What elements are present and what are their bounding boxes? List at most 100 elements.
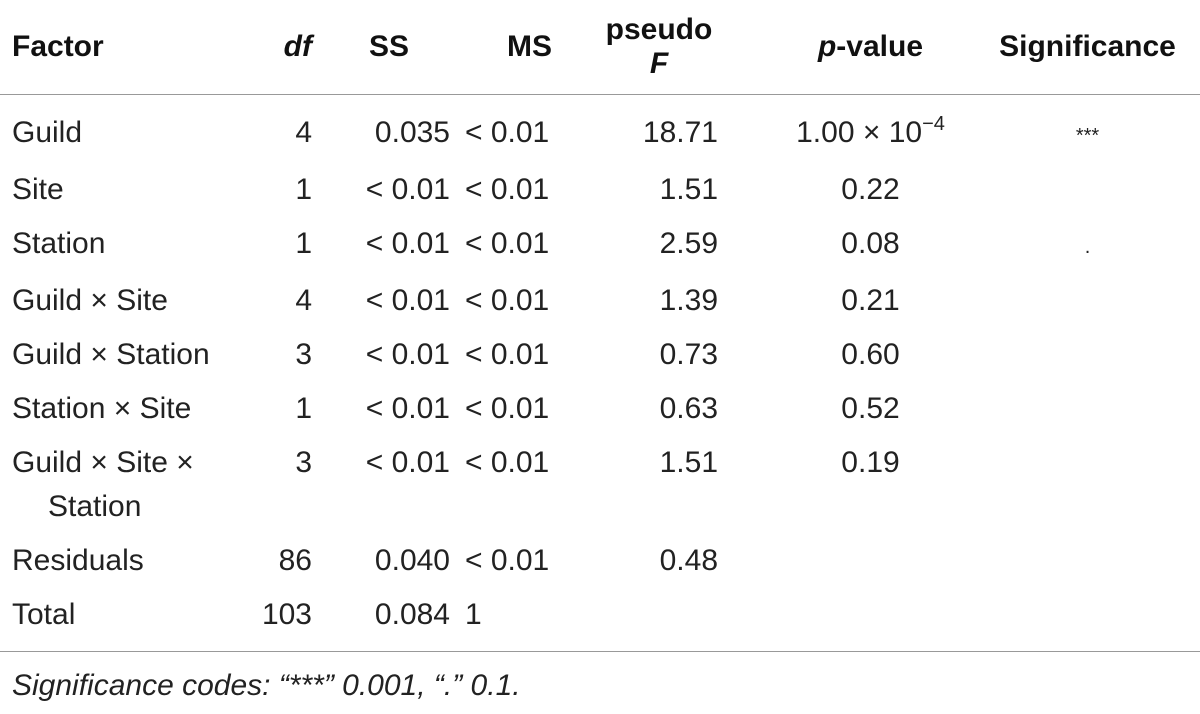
cell-text: < 0.01 — [465, 338, 550, 371]
cell-text: 1.51 — [659, 446, 718, 479]
table-cell: 1.51 — [600, 436, 730, 534]
table-cell: Site — [0, 163, 245, 217]
header-text: -value — [836, 30, 924, 63]
table-cell: 1 — [458, 588, 600, 652]
table-cell: Guild × Site × Station — [0, 436, 245, 534]
cell-text: 0.48 — [659, 544, 718, 577]
header-cell: Significance — [975, 0, 1200, 95]
cell-text: < 0.01 — [465, 446, 550, 479]
header-text: MS — [507, 30, 552, 63]
cell-text: Guild × Site — [12, 284, 168, 317]
cell-text: < 0.01 — [365, 227, 450, 260]
cell-text: < 0.01 — [365, 338, 450, 371]
table-cell — [975, 274, 1200, 328]
table-cell: Station — [0, 217, 245, 274]
table-cell: < 0.01 — [458, 95, 600, 164]
table-cell — [730, 588, 975, 652]
table-cell: 3 — [245, 328, 320, 382]
table-cell: < 0.01 — [320, 163, 458, 217]
header-cell: df — [245, 0, 320, 95]
cell-text: Total — [12, 598, 76, 631]
table-cell: . — [975, 217, 1200, 274]
cell-text: < 0.01 — [465, 227, 550, 260]
table-row: Station × Site 1 < 0.01 < 0.01 0.63 0.52 — [0, 382, 1200, 436]
cell-text: Guild — [12, 116, 83, 149]
cell-text: < 0.01 — [465, 116, 550, 149]
header-cell: MS — [458, 0, 600, 95]
cell-text: < 0.01 — [465, 392, 550, 425]
table-row: Site 1 < 0.01 < 0.01 1.51 0.22 — [0, 163, 1200, 217]
cell-text: 3 — [295, 446, 312, 479]
table-cell: Station × Site — [0, 382, 245, 436]
table-cell: < 0.01 — [458, 436, 600, 534]
cell-text: 1 — [295, 227, 312, 260]
cell-text: < 0.01 — [365, 392, 450, 425]
table-cell: 0.52 — [730, 382, 975, 436]
cell-text: Guild × Station — [12, 338, 210, 371]
table-row: Residuals 86 0.040 < 0.01 0.48 — [0, 534, 1200, 588]
table-cell: 0.035 — [320, 95, 458, 164]
table-cell: 0.19 — [730, 436, 975, 534]
cell-text: 1 — [295, 392, 312, 425]
table-cell: < 0.01 — [458, 163, 600, 217]
table-cell: < 0.01 — [458, 534, 600, 588]
header-text: SS — [368, 30, 410, 63]
cell-text: < 0.01 — [465, 284, 550, 317]
cell-text: . — [1084, 236, 1091, 258]
table-cell: 1 — [245, 217, 320, 274]
header-text: p — [817, 30, 837, 63]
table-row: Guild × Site 4 < 0.01 < 0.01 1.39 0.21 — [0, 274, 1200, 328]
table-cell: < 0.01 — [458, 217, 600, 274]
header-cell: Factor — [0, 0, 245, 95]
cell-text: 0.08 — [841, 227, 900, 260]
table-cell — [730, 534, 975, 588]
table-cell — [975, 588, 1200, 652]
table-cell: 0.73 — [600, 328, 730, 382]
table-cell: 0.21 — [730, 274, 975, 328]
table-cell: < 0.01 — [458, 274, 600, 328]
table-row: Guild 4 0.035 < 0.01 18.71 1.00 × 10−4 *** — [0, 95, 1200, 164]
header-text: Significance — [999, 30, 1176, 63]
table-cell: Guild × Site — [0, 274, 245, 328]
table-cell: 4 — [245, 274, 320, 328]
table-cell: < 0.01 — [320, 328, 458, 382]
header-cell: p-value — [730, 0, 975, 95]
table-cell: 0.22 — [730, 163, 975, 217]
cell-text: < 0.01 — [365, 446, 450, 479]
cell-text: 1 — [465, 598, 482, 631]
table-cell: 103 — [245, 588, 320, 652]
table-cell: < 0.01 — [320, 217, 458, 274]
cell-text: 1.39 — [659, 284, 718, 317]
cell-text: 0.73 — [659, 338, 718, 371]
table-cell: 86 — [245, 534, 320, 588]
cell-text: 4 — [295, 284, 312, 317]
cell-text: < 0.01 — [365, 173, 450, 206]
table-cell — [975, 534, 1200, 588]
cell-text: 18.71 — [642, 116, 718, 149]
cell-text: 0.21 — [841, 284, 900, 317]
table-row: Total 103 0.084 1 — [0, 588, 1200, 652]
footnote: Significance codes: “***” 0.001, “.” 0.1… — [12, 669, 521, 702]
cell-text: 0.52 — [841, 392, 900, 425]
table-cell: 1.00 × 10−4 — [730, 95, 975, 164]
table-cell: *** — [975, 95, 1200, 164]
cell-text: 0.22 — [841, 173, 900, 206]
cell-text: Residuals — [12, 544, 144, 577]
header-text: Factor — [12, 30, 104, 63]
table-cell: 2.59 — [600, 217, 730, 274]
cell-exponent: −4 — [922, 113, 945, 135]
table-cell: 4 — [245, 95, 320, 164]
cell-text: 4 — [295, 116, 312, 149]
cell-text: 0.19 — [841, 446, 900, 479]
table-cell — [975, 328, 1200, 382]
cell-text: 0.040 — [374, 544, 450, 577]
cell-text: < 0.01 — [465, 544, 550, 577]
table-cell: 0.48 — [600, 534, 730, 588]
table-cell: 0.08 — [730, 217, 975, 274]
cell-text: 0.035 — [374, 116, 450, 149]
table-cell: 0.60 — [730, 328, 975, 382]
cell-text: 86 — [278, 544, 312, 577]
